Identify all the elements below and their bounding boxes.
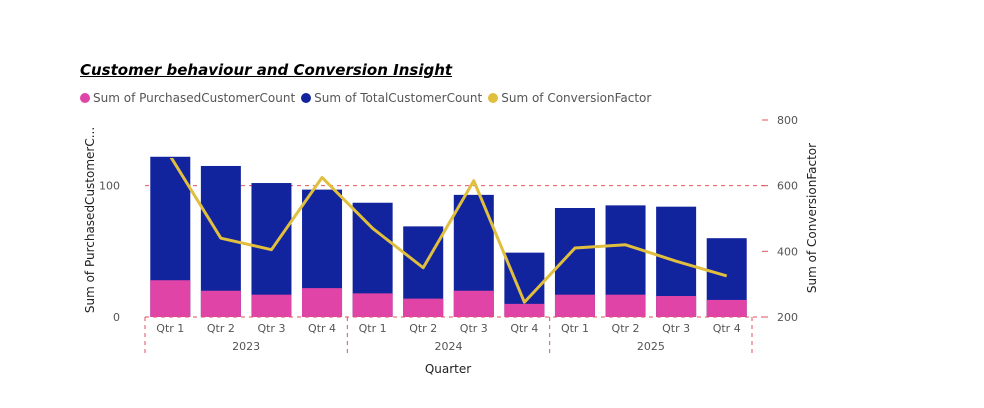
bar-purchased-10 [656,295,697,317]
x-tick-label: Qtr 4 [308,322,336,335]
x-axis-title: Quarter [425,362,471,376]
x-tick-label: Qtr 4 [510,322,538,335]
y-tick-label: 100 [99,180,120,193]
chart-legend: Sum of PurchasedCustomerCount Sum of Tot… [80,91,657,105]
y2-axis-title: Sum of ConversionFactor [805,143,819,293]
x-tick-label: Qtr 4 [713,322,741,335]
legend-marker-conversion [488,93,499,103]
legend-label-total: Sum of TotalCustomerCount [314,91,483,105]
x-tick-label: Qtr 3 [257,322,285,335]
x-tick-label: Qtr 3 [460,322,488,335]
x-tick-label: Qtr 1 [561,322,589,335]
y2-tick-label: 200 [777,311,798,324]
bar-purchased-9 [605,294,646,317]
x-tick-label: Qtr 2 [409,322,437,335]
y-tick-label: 0 [113,311,120,324]
legend-marker-purchased [80,93,90,103]
x-tick-label: Qtr 1 [359,322,387,335]
bar-purchased-4 [352,293,393,317]
bar-purchased-11 [706,299,747,317]
chart-title: Customer behaviour and Conversion Insigh… [80,61,453,79]
legend-item-purchased[interactable]: Sum of PurchasedCustomerCount [80,91,295,105]
x-group-label: 2025 [637,340,665,353]
legend-item-conversion[interactable]: Sum of ConversionFactor [488,91,651,105]
bar-purchased-1 [200,290,241,317]
legend-item-total[interactable]: Sum of TotalCustomerCount [301,91,482,105]
x-tick-label: Qtr 3 [662,322,690,335]
x-group-label: 2024 [435,340,463,353]
line-conversion-factor [169,158,728,304]
bar-purchased-8 [554,294,595,317]
bar-purchased-3 [302,288,343,317]
x-group-label: 2023 [232,340,260,353]
bar-purchased-6 [453,290,494,317]
bar-purchased-2 [251,294,292,317]
y2-tick-label: 600 [777,180,798,193]
legend-label-purchased: Sum of PurchasedCustomerCount [93,91,296,105]
y2-tick-label: 400 [777,245,798,258]
x-tick-label: Qtr 1 [156,322,184,335]
y2-tick-label: 800 [777,114,798,127]
bar-purchased-7 [504,303,545,317]
legend-label-conversion: Sum of ConversionFactor [501,91,652,105]
x-tick-label: Qtr 2 [612,322,640,335]
bar-purchased-5 [403,298,444,317]
x-tick-label: Qtr 2 [207,322,235,335]
y-axis-title: Sum of PurchasedCustomerC... [83,127,97,313]
legend-marker-total [301,93,312,103]
bar-purchased-0 [150,280,191,317]
